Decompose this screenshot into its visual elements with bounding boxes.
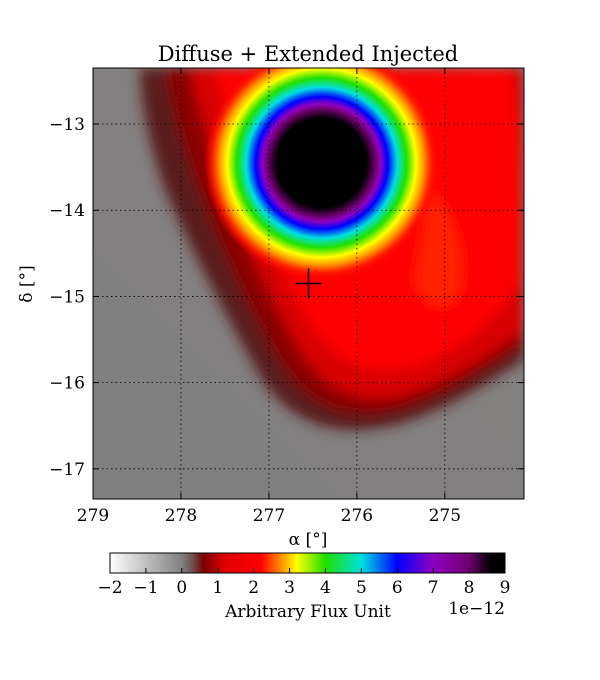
x-axis-label: α [°] <box>289 530 328 550</box>
colorbar-label: Arbitrary Flux Unit <box>224 602 391 622</box>
extended-source <box>203 68 440 281</box>
x-axis-ticks: 279 278 277 276 275 <box>77 68 461 526</box>
colorbar-tick-label: 0 <box>176 578 187 598</box>
y-tick-label: −14 <box>49 201 85 221</box>
plot-frame <box>92 67 525 500</box>
y-tick-label: −15 <box>49 287 85 307</box>
colorbar-tick-label: −2 <box>97 578 122 598</box>
y-axis-label: δ [°] <box>17 265 37 302</box>
colorbar-tick-label: 6 <box>392 578 403 598</box>
x-tick-label: 277 <box>253 506 285 526</box>
colorbar-tick-label: 9 <box>500 578 511 598</box>
y-tick-label: −17 <box>49 460 85 480</box>
position-marker <box>295 268 322 299</box>
x-tick-label: 278 <box>165 506 197 526</box>
colorbar-tick-label: 8 <box>464 578 475 598</box>
colorbar-tick-label: 4 <box>320 578 331 598</box>
heatmap-image <box>93 68 524 499</box>
colorbar <box>109 552 506 574</box>
colorbar-tick-label: 2 <box>248 578 259 598</box>
colorbar-tick-label: 5 <box>356 578 367 598</box>
y-tick-label: −13 <box>49 115 85 135</box>
colorbar-tick-label: 7 <box>428 578 439 598</box>
colorbar-tick-label: 3 <box>284 578 295 598</box>
colorbar-tick-label: −1 <box>133 578 158 598</box>
colorbar-tick-label: 1 <box>212 578 223 598</box>
y-tick-label: −16 <box>49 374 85 394</box>
x-tick-label: 279 <box>77 506 109 526</box>
chart-title: Diffuse + Extended Injected <box>158 42 459 66</box>
y-axis-ticks: −13 −14 −15 −16 −17 <box>49 115 524 480</box>
x-tick-label: 276 <box>341 506 373 526</box>
colorbar-ticks: −2 −1 0 1 2 3 4 5 6 7 8 9 <box>97 568 510 598</box>
x-tick-label: 275 <box>429 506 461 526</box>
colorbar-offset-text: 1e−12 <box>448 599 505 619</box>
